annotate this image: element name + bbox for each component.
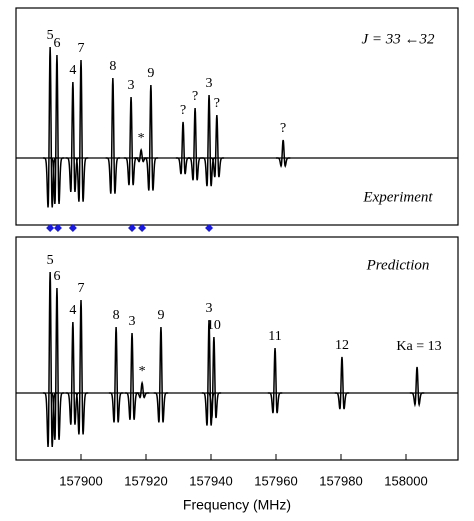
peak [187, 107, 203, 181]
marker [68, 224, 77, 232]
peak [124, 332, 140, 420]
annotation: Experiment [362, 189, 433, 205]
peak-label: 5 [47, 253, 54, 268]
peak-label: 7 [78, 41, 85, 56]
peak [409, 366, 425, 408]
peak [206, 336, 222, 419]
peak [175, 121, 191, 175]
peak-label: ? [180, 103, 186, 118]
peak [108, 326, 124, 423]
peak [153, 326, 169, 423]
peak-label: ? [214, 96, 220, 111]
peak [267, 347, 283, 414]
peak-label: * [139, 364, 146, 379]
peak-label: 8 [113, 308, 120, 323]
marker [46, 224, 55, 232]
peak [65, 81, 81, 192]
peak-label: 7 [78, 281, 85, 296]
marker [138, 224, 147, 232]
peak-label: 4 [69, 303, 76, 318]
peak-label: 6 [53, 36, 60, 51]
peak-label: 9 [147, 66, 154, 81]
peak [42, 46, 58, 208]
peak [49, 54, 65, 204]
peak-label: 3 [129, 314, 136, 329]
x-tick-label: 158000 [384, 473, 427, 488]
peak [65, 321, 81, 425]
x-axis-label: Frequency (MHz) [183, 497, 291, 513]
peak [201, 319, 217, 426]
peak-label: 3 [206, 301, 213, 316]
bottom-panel [15, 236, 459, 461]
peak-label: 6 [53, 269, 60, 284]
marker [205, 224, 214, 232]
peak [201, 94, 217, 187]
peak-label: 11 [268, 329, 281, 344]
peak-label: 4 [69, 63, 76, 78]
peak-label: ? [280, 121, 286, 136]
x-tick-label: 157920 [124, 473, 167, 488]
x-tick-label: 157900 [59, 473, 102, 488]
peak [49, 287, 65, 440]
chart-title: J = 33 ←32 [361, 31, 435, 47]
peak-label: 12 [335, 338, 349, 353]
peak [209, 114, 225, 178]
peak-label: 3 [206, 76, 213, 91]
marker [128, 224, 137, 232]
top-panel [15, 7, 459, 226]
peak-label: ? [192, 89, 198, 104]
peak [275, 139, 291, 168]
peak [123, 96, 139, 186]
peak [143, 84, 159, 191]
peak [73, 299, 89, 435]
peak-label: 8 [109, 59, 116, 74]
peak-label: 9 [157, 308, 164, 323]
peak [134, 380, 150, 399]
peak-label: Ka = 13 [396, 339, 441, 354]
peak-label: 3 [128, 78, 135, 93]
peak-label: * [138, 131, 145, 146]
peak-label: 5 [47, 28, 54, 43]
peak [73, 59, 89, 202]
peak [42, 271, 58, 448]
marker [53, 224, 62, 232]
peak [105, 77, 121, 194]
peak [334, 356, 350, 410]
x-tick-label: 157960 [254, 473, 297, 488]
x-tick-label: 157940 [189, 473, 232, 488]
annotation: Prediction [366, 257, 430, 273]
peak-label: 10 [207, 318, 221, 333]
x-tick-label: 157980 [319, 473, 362, 488]
